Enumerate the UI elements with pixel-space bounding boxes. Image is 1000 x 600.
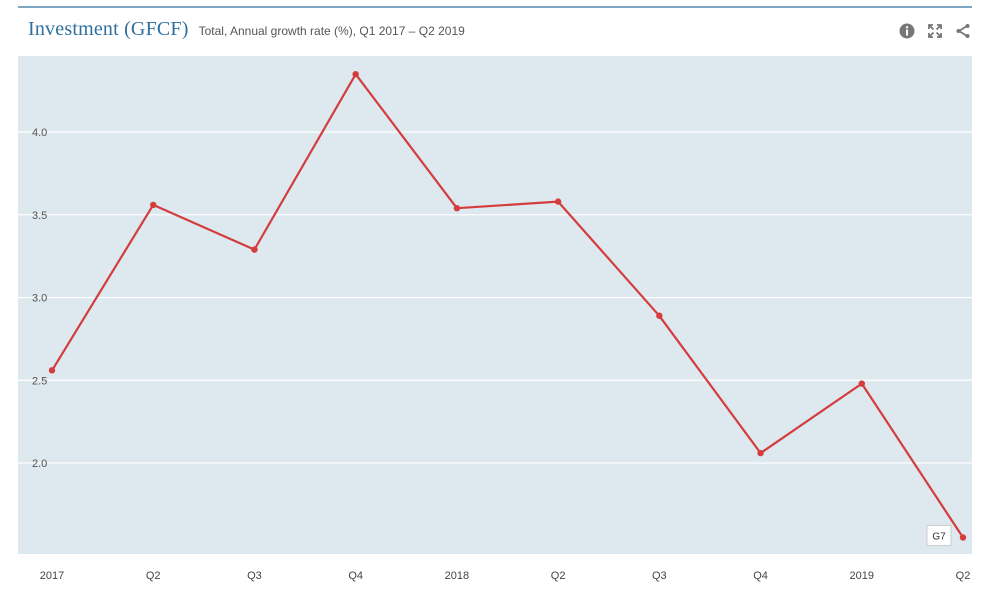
data-point[interactable] <box>554 198 562 205</box>
data-point[interactable] <box>453 205 461 212</box>
x-axis-tick-labels: 2017 Q2 Q3 Q4 2018 Q2 Q3 Q4 2019 Q2 <box>40 570 971 582</box>
y-tick-label: 3.0 <box>32 293 47 305</box>
data-point[interactable] <box>150 201 157 209</box>
x-tick-label: 2018 <box>445 570 469 582</box>
chart-title: Investment (GFCF) <box>28 18 189 40</box>
series-end-label: G7 <box>926 524 952 546</box>
y-tick-label: 4.0 <box>32 127 47 139</box>
y-tick-label: 3.5 <box>32 210 47 222</box>
x-tick-label: Q4 <box>348 570 363 582</box>
data-point[interactable] <box>251 246 258 253</box>
chart-toolbar <box>898 22 972 40</box>
y-tick-label: 2.5 <box>32 375 47 387</box>
x-tick-label: Q3 <box>247 570 262 582</box>
series-layer <box>48 70 967 541</box>
chart-subtitle: Total, Annual growth rate (%), Q1 2017 –… <box>198 24 465 38</box>
data-point[interactable] <box>757 449 764 457</box>
expand-icon[interactable] <box>926 22 944 40</box>
data-point[interactable] <box>858 380 865 387</box>
plot-area <box>18 56 972 554</box>
series-line <box>51 73 964 539</box>
x-tick-label: Q2 <box>956 570 971 582</box>
x-tick-label: Q2 <box>551 570 566 582</box>
info-icon[interactable] <box>898 22 916 40</box>
data-point[interactable] <box>959 534 967 541</box>
x-tick-label: Q4 <box>753 570 768 582</box>
data-point[interactable] <box>48 367 56 374</box>
x-tick-label: 2017 <box>40 570 64 582</box>
x-tick-label: Q3 <box>652 570 667 582</box>
x-tick-label: Q2 <box>146 570 161 582</box>
y-tick-label: 2.0 <box>32 458 47 470</box>
end-label-box <box>926 524 952 546</box>
x-tick-label: 2019 <box>850 570 874 582</box>
top-rule <box>18 6 972 8</box>
data-point[interactable] <box>656 312 663 319</box>
data-point[interactable] <box>352 70 359 78</box>
y-axis-tick-labels: 2.0 2.5 3.0 3.5 4.0 <box>32 127 47 470</box>
share-icon[interactable] <box>954 22 972 40</box>
chart-header: Investment (GFCF) Total, Annual growth r… <box>28 18 978 50</box>
end-label-text: G7 <box>932 531 946 542</box>
